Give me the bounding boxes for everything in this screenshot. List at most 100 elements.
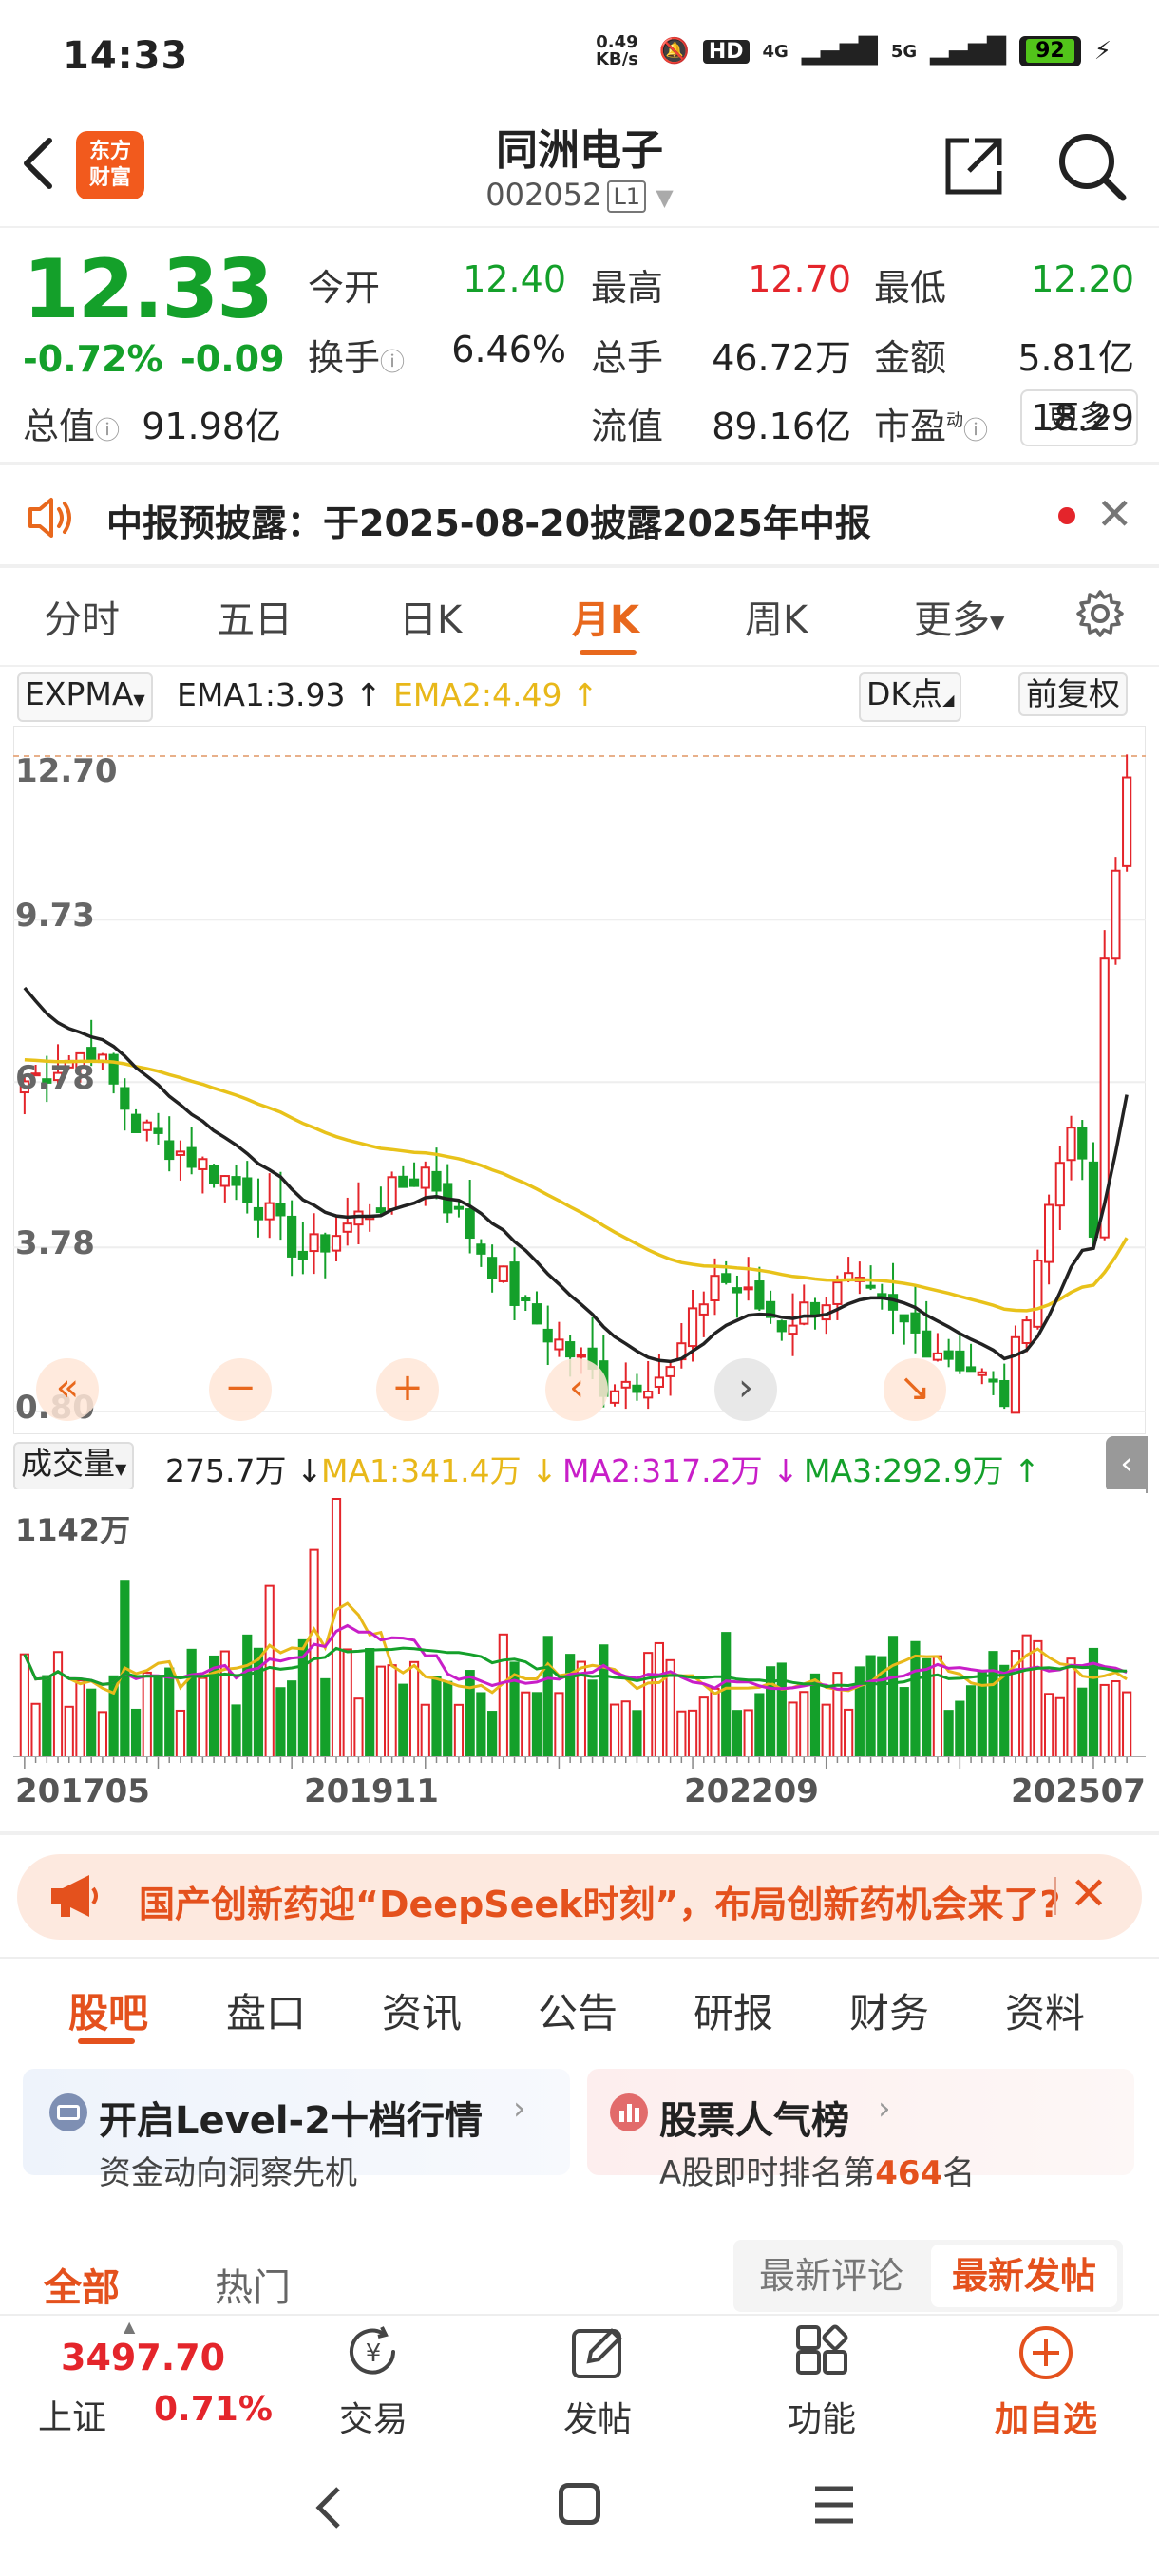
tab-orderbook[interactable]: 盘口 [226, 1990, 307, 2036]
back-button[interactable] [19, 133, 66, 199]
system-home-icon[interactable] [559, 2483, 600, 2525]
more-button[interactable]: 更多 [1020, 389, 1138, 446]
stock-code-row[interactable]: 002052 L1 ▼ [0, 177, 1159, 213]
tab-finance[interactable]: 财务 [849, 1990, 930, 2036]
divider [0, 1831, 1159, 1835]
tab-research[interactable]: 研报 [694, 1990, 774, 2036]
candle-body [408, 1178, 420, 1187]
filter-all[interactable]: 全部 [44, 2266, 120, 2310]
stock-code: 002052 [485, 177, 602, 213]
kline-chart[interactable] [13, 726, 1146, 1434]
candle-body [375, 1207, 387, 1214]
zoom-in-button[interactable]: + [376, 1358, 439, 1421]
candle-body [1077, 1127, 1088, 1160]
info-icon: ⓘ [380, 349, 406, 377]
system-back-icon[interactable] [310, 2479, 348, 2540]
volume-indicator-select[interactable]: 成交量▼ [13, 1442, 135, 1491]
volume-bar [910, 1640, 921, 1757]
total-value-value: 91.98亿 [142, 406, 281, 447]
divider [0, 226, 1159, 228]
volume-bar [1033, 1639, 1043, 1757]
divider [0, 1957, 1159, 1959]
trade-icon[interactable]: ¥ [344, 2323, 403, 2382]
tab-announcements[interactable]: 公告 [538, 1990, 618, 2036]
popularity-card[interactable] [587, 2069, 1134, 2175]
tab-intraday[interactable]: 分时 [44, 598, 120, 642]
volume-bar [208, 1655, 219, 1757]
add-circle-icon[interactable] [1016, 2323, 1075, 2382]
caret-down-icon: ▼ [133, 691, 145, 709]
candle-body [253, 1206, 264, 1221]
volume-bar [453, 1703, 465, 1757]
tab-profile[interactable]: 资料 [1005, 1990, 1086, 2036]
close-icon[interactable]: ✕ [1096, 488, 1133, 540]
candle-body [521, 1297, 531, 1302]
candle-body [665, 1366, 675, 1377]
banner-text[interactable]: 国产创新药迎“DeepSeek时刻”，布局创新药机会来了? [139, 1884, 1061, 1925]
sort-latest-post[interactable]: 最新发帖 [931, 2245, 1117, 2307]
search-button[interactable] [1054, 129, 1129, 203]
volume-bar [799, 1691, 809, 1757]
volume-ma2: MA2:317.2万 ↓ [562, 1452, 799, 1489]
chevron-left-icon[interactable]: ‹ [545, 1358, 608, 1421]
tab-forum[interactable]: 股吧 [68, 1990, 149, 2036]
news-banner[interactable] [17, 1854, 1142, 1940]
volume-bar [542, 1636, 553, 1757]
jump-latest-icon[interactable]: ↘ [884, 1358, 946, 1421]
index-name[interactable]: 上证 [38, 2398, 107, 2437]
index-percent[interactable]: 0.71% [154, 2390, 273, 2429]
settings-button[interactable] [1075, 589, 1125, 638]
float-value-value: 89.16亿 [712, 406, 851, 447]
collapse-panel-icon[interactable]: ‹ [1106, 1436, 1148, 1493]
tab-news[interactable]: 资讯 [382, 1990, 463, 2036]
tab-more[interactable]: 更多▼ [914, 598, 1005, 642]
candle-body [1099, 957, 1110, 1239]
notice-text[interactable]: 中报预披露：于2025-08-20披露2025年中报 [106, 502, 871, 544]
y-tick-label: 9.73 [15, 897, 95, 936]
add-watch-label[interactable]: 加自选 [994, 2400, 1097, 2439]
zoom-out-button[interactable]: − [209, 1358, 272, 1421]
adjust-button[interactable]: 前复权 [1018, 672, 1128, 716]
edit-icon[interactable] [568, 2323, 627, 2382]
trade-label[interactable]: 交易 [338, 2400, 408, 2439]
close-icon[interactable]: ✕ [1070, 1867, 1109, 1921]
volume-chart[interactable] [13, 1489, 1146, 1757]
sort-latest-comment[interactable]: 最新评论 [758, 2255, 903, 2297]
function-label[interactable]: 功能 [787, 2400, 856, 2439]
volume-bar [576, 1660, 586, 1757]
battery-icon: 92 [1019, 36, 1081, 66]
candle-body [1010, 1335, 1021, 1414]
candle-body [387, 1176, 397, 1210]
grid-icon[interactable] [792, 2323, 851, 2382]
chevron-right-icon[interactable]: › [714, 1358, 777, 1421]
tab-weekly-k[interactable]: 周K [745, 598, 808, 642]
status-icons: 0.49 KB/s 🔕 HD 4G ▂▄▆█ 5G ▂▄▆█ 92 ⚡ [588, 34, 1112, 68]
candle-body [698, 1303, 709, 1316]
dk-point-button[interactable]: DK点◢ [859, 672, 962, 722]
chevron-double-left-icon[interactable]: « [36, 1358, 99, 1421]
post-label[interactable]: 发帖 [562, 2400, 632, 2439]
level2-card[interactable] [23, 2069, 570, 2175]
divider [0, 665, 1159, 667]
filter-hot[interactable]: 热门 [215, 2266, 291, 2310]
volume-bar [42, 1675, 52, 1757]
candle-body [721, 1273, 732, 1283]
tab-five-day[interactable]: 五日 [217, 598, 293, 642]
signal-icon-2: ▂▄▆█ [930, 37, 1007, 66]
turnover-value: 6.46% [451, 329, 566, 370]
tab-daily-k[interactable]: 日K [399, 598, 463, 642]
app-logo: 东方 财富 [76, 131, 144, 199]
index-value[interactable]: 3497.70 [61, 2337, 226, 2378]
volume-bar [877, 1656, 887, 1757]
volume-bar [443, 1680, 453, 1757]
speaker-icon [27, 494, 76, 541]
indicator-select[interactable]: EXPMA▼ [17, 672, 153, 722]
share-button[interactable] [940, 133, 1007, 199]
candle-body [1021, 1319, 1032, 1344]
volume-bar [30, 1702, 41, 1757]
svg-text:¥: ¥ [366, 2339, 382, 2368]
chevron-down-icon: ▼ [656, 184, 674, 211]
volume-bar [620, 1700, 631, 1757]
system-menu-icon[interactable] [813, 2483, 855, 2530]
tab-monthly-k[interactable]: 月K [572, 598, 639, 642]
